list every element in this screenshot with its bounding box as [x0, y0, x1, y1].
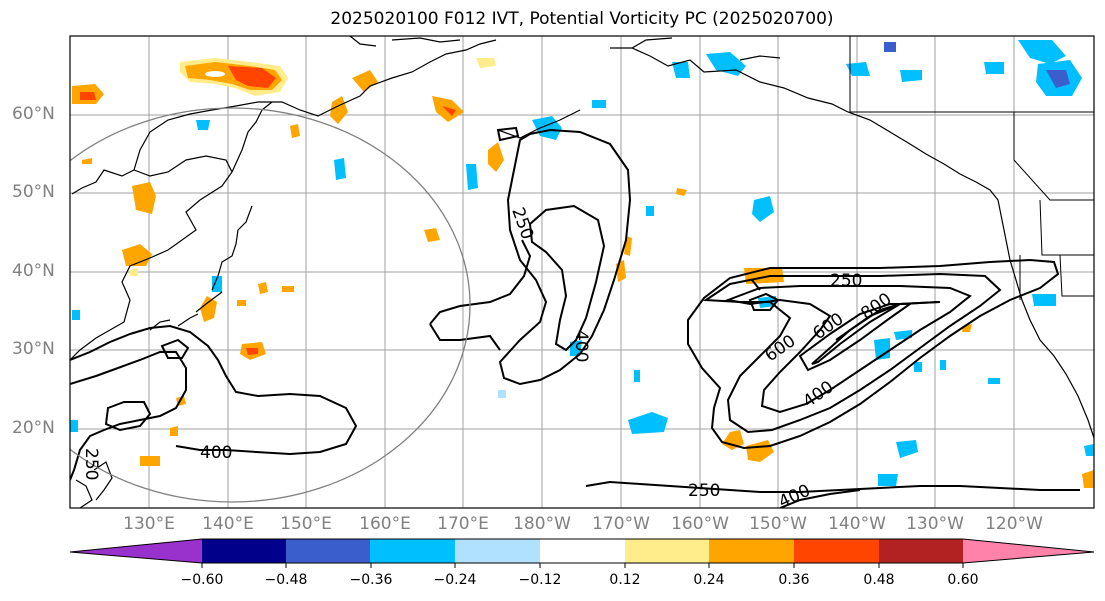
colorbar-segment: [879, 539, 964, 563]
colorbar-segment: [794, 539, 880, 563]
lat-label: 30°N: [12, 339, 55, 359]
colorbar-segment: [540, 539, 626, 563]
colorbar-tick-label: 0.36: [778, 572, 810, 588]
colorbar-tick-label: 0.12: [609, 572, 641, 588]
lon-label: 130°W: [906, 514, 964, 534]
lon-label: 150°W: [749, 514, 807, 534]
lon-label: 140°E: [202, 514, 254, 534]
lat-label: 60°N: [12, 104, 55, 124]
map-title: 2025020100 F012 IVT, Potential Vorticity…: [330, 9, 834, 29]
contour-label: 250: [830, 271, 862, 291]
colorbar-segment: [455, 539, 541, 563]
contour-label: 250: [81, 448, 101, 480]
lon-label: 170°E: [437, 514, 489, 534]
lon-label: 130°E: [123, 514, 175, 534]
colorbar-segment-high-extend: [963, 539, 1094, 563]
lon-label: 140°W: [828, 514, 886, 534]
lon-label: 150°E: [280, 514, 332, 534]
colorbar: [69, 538, 1095, 568]
colorbar-segment: [370, 539, 456, 563]
colorbar-segment: [625, 539, 710, 563]
lon-label: 160°E: [359, 514, 411, 534]
colorbar-tick-label: −0.48: [264, 572, 308, 588]
contour-label: 250: [688, 481, 720, 501]
lat-label: 50°N: [12, 182, 55, 202]
lon-label: 160°W: [671, 514, 729, 534]
contour-label: 400: [200, 443, 232, 463]
colorbar-tick-label: 0.24: [693, 572, 725, 588]
colorbar-tick-label: 0.60: [947, 572, 979, 588]
colorbar-segment: [202, 539, 287, 563]
lon-label: 120°W: [985, 514, 1043, 534]
pv-positive-anomalies: [72, 58, 1094, 488]
colorbar-segment: [709, 539, 795, 563]
colorbar-tick-label: −0.12: [518, 572, 562, 588]
colorbar-tick-label: 0.48: [863, 572, 895, 588]
range-circle: [70, 107, 471, 503]
lon-label: 170°W: [592, 514, 650, 534]
contour-label: 400: [571, 330, 591, 362]
colorbar-tick-label: −0.24: [433, 572, 477, 588]
lon-label: 180°W: [513, 514, 571, 534]
political-boundaries: [849, 36, 1094, 300]
colorbar-tick-label: −0.60: [180, 572, 224, 588]
colorbar-segment: [286, 539, 371, 563]
lat-label: 20°N: [12, 418, 55, 438]
pv-negative-anomalies: [70, 40, 1094, 486]
map-frame: [69, 35, 1095, 509]
colorbar-segment-low-extend: [70, 539, 203, 563]
lat-label: 40°N: [12, 261, 55, 281]
colorbar-tick-label: −0.36: [349, 572, 393, 588]
gridlines: [70, 36, 1094, 508]
ivt-contours: [70, 126, 1080, 508]
